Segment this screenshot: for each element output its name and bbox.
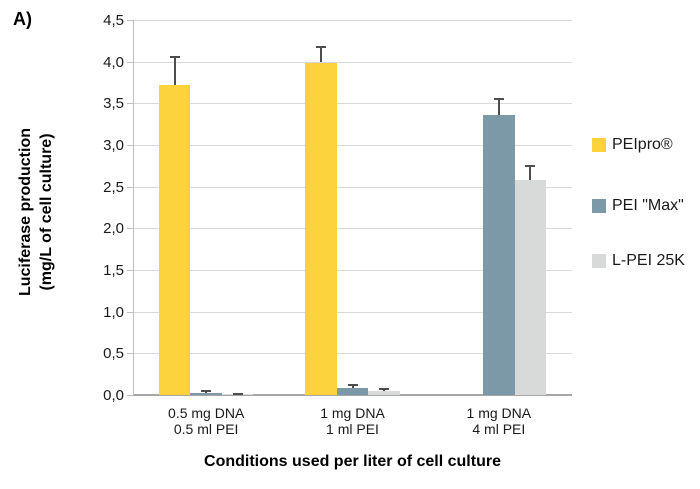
legend-swatch [592,199,606,213]
y-tick-label: 0,0 [103,387,124,404]
error-bar-whisker [351,384,354,389]
bar-l-pei-25k [514,180,547,395]
error-bar-cap [493,97,504,100]
y-axis-tick [127,353,133,355]
error-bar [347,384,358,389]
legend-item: PEIpro® [592,136,673,154]
y-tick-label: 4,0 [103,53,124,71]
error-bar-whisker [173,55,176,85]
error-bar-cap [347,384,358,387]
x-category-label: 1 mg DNA 1 ml PEI [293,405,413,437]
x-category-label-line: 1 mg DNA [466,405,532,421]
gridline [133,20,572,21]
y-axis-tick [127,228,133,230]
error-bar [316,45,326,63]
y-tick-label: 1,5 [103,262,124,279]
y-axis-tick [127,145,133,146]
y-tick-label: 1,0 [103,303,124,321]
y-axis-tick [127,395,133,396]
legend: PEIpro® PEI "Max" L-PEI 25K [592,0,700,489]
bar-peipro- [158,85,191,395]
y-axis-tick [127,20,133,21]
legend-item: L-PEI 25K [592,252,685,270]
y-tick-label: 0,5 [103,345,124,363]
x-category-label: 1 mg DNA 4 ml PEI [439,405,559,437]
gridline [133,311,572,313]
legend-label: L-PEI 25K [612,252,685,269]
x-axis-line [133,394,572,396]
error-bar-cap [379,388,389,391]
bar-pei-max- [336,388,369,395]
y-tick-label: 3,0 [103,137,124,154]
x-category-label-line: 1 mg DNA [320,405,385,421]
error-bar [232,393,243,396]
error-bar-whisker [529,165,532,180]
gridline [133,61,572,63]
y-tick-label: 3,5 [103,95,124,113]
legend-label: PEI "Max" [612,197,684,214]
bar-l-pei-25k [368,390,400,395]
legend-swatch [592,138,606,152]
gridline [133,186,572,188]
gridline [133,103,572,105]
error-bar-cap [525,165,536,167]
x-category-label-line: 1 ml PEI [326,421,379,437]
bar-pei-max- [483,115,515,395]
y-axis-tick [127,270,133,271]
y-axis-tick [127,61,133,63]
y-tick-label: 2,5 [103,178,124,196]
error-bar-cap [316,45,326,48]
gridline [133,270,572,271]
y-tick-label: 4,5 [103,12,124,29]
error-bar [169,55,180,85]
x-category-label-line: 0.5 ml PEI [173,421,239,437]
y-axis-tick [127,103,133,105]
error-bar [493,97,504,115]
figure-label: A) [13,9,32,29]
gridline [133,228,572,230]
x-category-label-line: 0.5 mg DNA [168,405,245,421]
x-category-label: 0.5 mg DNA 0.5 ml PEI [146,405,266,437]
y-axis-tick [127,186,133,188]
bar-pei-max- [190,392,222,395]
error-bar-whisker [320,45,322,63]
error-bar-whisker [497,97,500,115]
error-bar-cap [201,390,212,392]
y-axis-tick [127,311,133,313]
error-bar [525,165,536,180]
error-bar [379,388,389,391]
y-axis-line [133,20,134,395]
legend-label: PEIpro® [612,136,673,153]
error-bar-cap [169,55,180,58]
bar-peipro- [305,62,337,395]
y-tick-label: 2,0 [103,220,124,238]
legend-swatch [592,254,606,268]
error-bar-cap [232,393,243,396]
gridline [133,353,572,355]
x-axis-title: Conditions used per liter of cell cultur… [204,453,501,470]
gridline [133,145,572,146]
error-bar [201,390,212,393]
x-category-label-line: 4 ml PEI [472,421,526,437]
legend-item: PEI "Max" [592,197,684,215]
